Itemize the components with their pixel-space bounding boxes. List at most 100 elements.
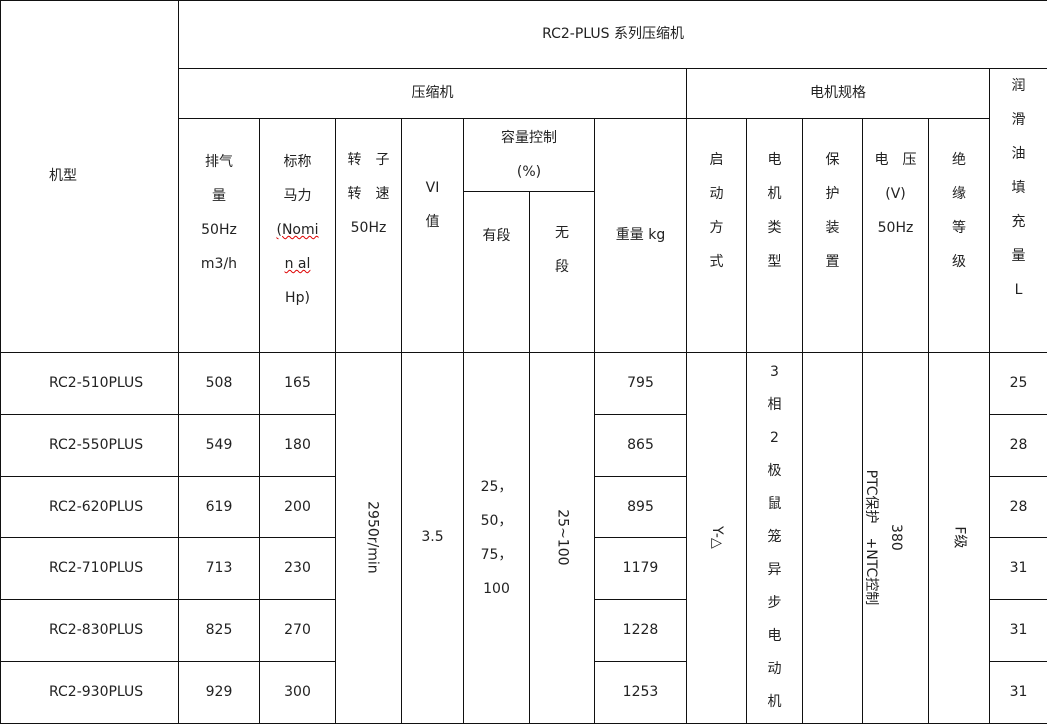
text-line: 马力: [260, 179, 335, 213]
text-line: 50，: [464, 504, 529, 538]
model-cell: RC2-550PLUS: [1, 414, 179, 476]
stepless-cell: 25~100: [530, 353, 595, 724]
text-line: m3/h: [179, 247, 259, 281]
text-line: 50Hz: [179, 213, 259, 247]
text-line: 类: [747, 211, 802, 245]
text-line: 润: [990, 69, 1047, 103]
displacement-cell: 929: [179, 661, 260, 723]
text-line: 容量控制: [464, 121, 594, 155]
displacement-cell: 549: [179, 414, 260, 476]
oil-cell: 31: [990, 538, 1047, 600]
header-model: 机型: [1, 1, 179, 353]
header-motor-type: 电机类型: [747, 119, 803, 353]
header-weight: 重量 kg: [595, 119, 687, 353]
header-capacity-control: 容量控制(%): [464, 119, 595, 192]
hp-cell: 200: [260, 476, 336, 538]
text-line: 2: [747, 422, 802, 455]
weight-cell: 1179: [595, 538, 687, 600]
text-line: 滑: [990, 103, 1047, 137]
rotor-speed: 2950r/min: [364, 502, 381, 575]
text-line: 75，: [464, 538, 529, 572]
text-line: 级: [929, 245, 989, 279]
text-line: 量: [179, 179, 259, 213]
hp-cell: 300: [260, 661, 336, 723]
displacement-cell: 508: [179, 353, 260, 415]
rotor-speed-cell: 2950r/min: [336, 353, 402, 724]
text-line: 电 压: [863, 143, 928, 177]
text-line: 保: [803, 143, 862, 177]
text-line: 笼: [747, 521, 802, 554]
voltage: 380: [887, 525, 904, 552]
text-line: 极: [747, 455, 802, 488]
weight-cell: 895: [595, 476, 687, 538]
stepless: 25~100: [554, 510, 571, 566]
text-line: L: [990, 273, 1047, 307]
text-line: 50Hz: [336, 211, 401, 245]
text-line: 机: [747, 177, 802, 211]
protection-cell: PTC保护 +NTC控制: [803, 353, 863, 724]
table-title: RC2-PLUS 系列压缩机: [179, 1, 1047, 69]
vi: 3.5: [421, 529, 443, 545]
hp-cell: 230: [260, 538, 336, 600]
text-line: 方: [687, 211, 746, 245]
header-protection: 保护装置: [803, 119, 863, 353]
vi-cell: 3.5: [402, 353, 464, 724]
header-compressor: 压缩机: [179, 69, 687, 119]
text-line: (%): [464, 155, 594, 189]
oil-cell: 31: [990, 661, 1047, 723]
insulation-cell: F级: [929, 353, 990, 724]
text-line: 绝: [929, 143, 989, 177]
start-method-cell: Y-△: [687, 353, 747, 724]
insulation: F级: [951, 527, 968, 549]
text-line: 护: [803, 177, 862, 211]
text-line: 值: [402, 205, 463, 239]
protection: PTC保护 +NTC控制: [862, 470, 879, 606]
weight-cell: 1228: [595, 600, 687, 662]
model-cell: RC2-620PLUS: [1, 476, 179, 538]
text-line: 无: [530, 216, 594, 250]
stepped-cell: 25，50，75，100: [464, 353, 530, 724]
oil-cell: 28: [990, 414, 1047, 476]
header-voltage: 电 压(V)50Hz: [863, 119, 929, 353]
text-line: 标称: [260, 145, 335, 179]
model-cell: RC2-710PLUS: [1, 538, 179, 600]
text-line: 50Hz: [863, 211, 928, 245]
text-line: 填: [990, 171, 1047, 205]
text-line: 量: [990, 239, 1047, 273]
text-line: 100: [464, 572, 529, 606]
displacement-cell: 825: [179, 600, 260, 662]
text-line: 动: [687, 177, 746, 211]
text-line: 电: [747, 143, 802, 177]
text-line: 相: [747, 389, 802, 422]
weight-cell: 795: [595, 353, 687, 415]
oil-cell: 25: [990, 353, 1047, 415]
text-line: 动: [747, 653, 802, 686]
hp-cell: 165: [260, 353, 336, 415]
text-line: 装: [803, 211, 862, 245]
text-line: (V): [863, 177, 928, 211]
text-line: 电: [747, 620, 802, 653]
header-start-method: 启动方式: [687, 119, 747, 353]
text-line: n al: [260, 247, 335, 281]
text-line: 转 子: [336, 143, 401, 177]
model-cell: RC2-510PLUS: [1, 353, 179, 415]
text-line: Hp): [260, 281, 335, 315]
header-insulation: 绝缘等级: [929, 119, 990, 353]
displacement-cell: 619: [179, 476, 260, 538]
text-line: 型: [747, 245, 802, 279]
text-line: 缘: [929, 177, 989, 211]
oil-cell: 28: [990, 476, 1047, 538]
text-line: 异: [747, 554, 802, 587]
text-line: 等: [929, 211, 989, 245]
hp-cell: 180: [260, 414, 336, 476]
displacement-cell: 713: [179, 538, 260, 600]
model-cell: RC2-930PLUS: [1, 661, 179, 723]
hp-cell: 270: [260, 600, 336, 662]
